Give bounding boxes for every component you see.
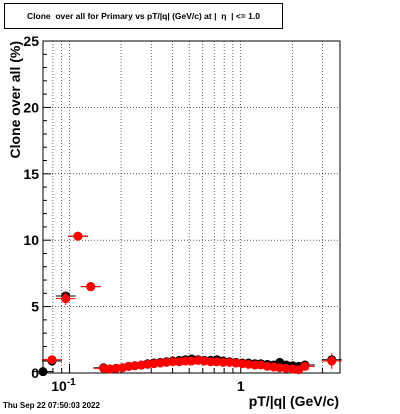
series-2-point <box>327 356 337 366</box>
x-axis-label: pT/|q| (GeV/c) <box>249 393 339 409</box>
y-tick-label: 10 <box>23 232 39 248</box>
series-2-point <box>61 294 71 304</box>
plot-frame <box>42 40 341 374</box>
y-tick-label: 0 <box>31 365 39 381</box>
series-1-point <box>38 367 48 377</box>
series-2-point <box>86 282 96 292</box>
chart-title: Clone over all for Primary vs pT/|q| (Ge… <box>27 11 260 21</box>
y-axis-label: Clone over all (%) <box>7 41 23 158</box>
y-tick-label: 25 <box>23 33 39 49</box>
chart-title-box: Clone over all for Primary vs pT/|q| (Ge… <box>4 3 283 29</box>
x-tick-label: 10-1 <box>51 377 76 394</box>
x-tick-label: 1 <box>237 378 245 394</box>
y-tick-label: 15 <box>23 166 39 182</box>
series-2-point <box>47 355 57 365</box>
y-tick-label: 20 <box>23 99 39 115</box>
series-2-point <box>73 231 83 241</box>
timestamp: Thu Sep 22 07:50:03 2022 <box>3 401 100 410</box>
series-2-point <box>300 361 310 371</box>
y-tick-label: 5 <box>31 299 39 315</box>
